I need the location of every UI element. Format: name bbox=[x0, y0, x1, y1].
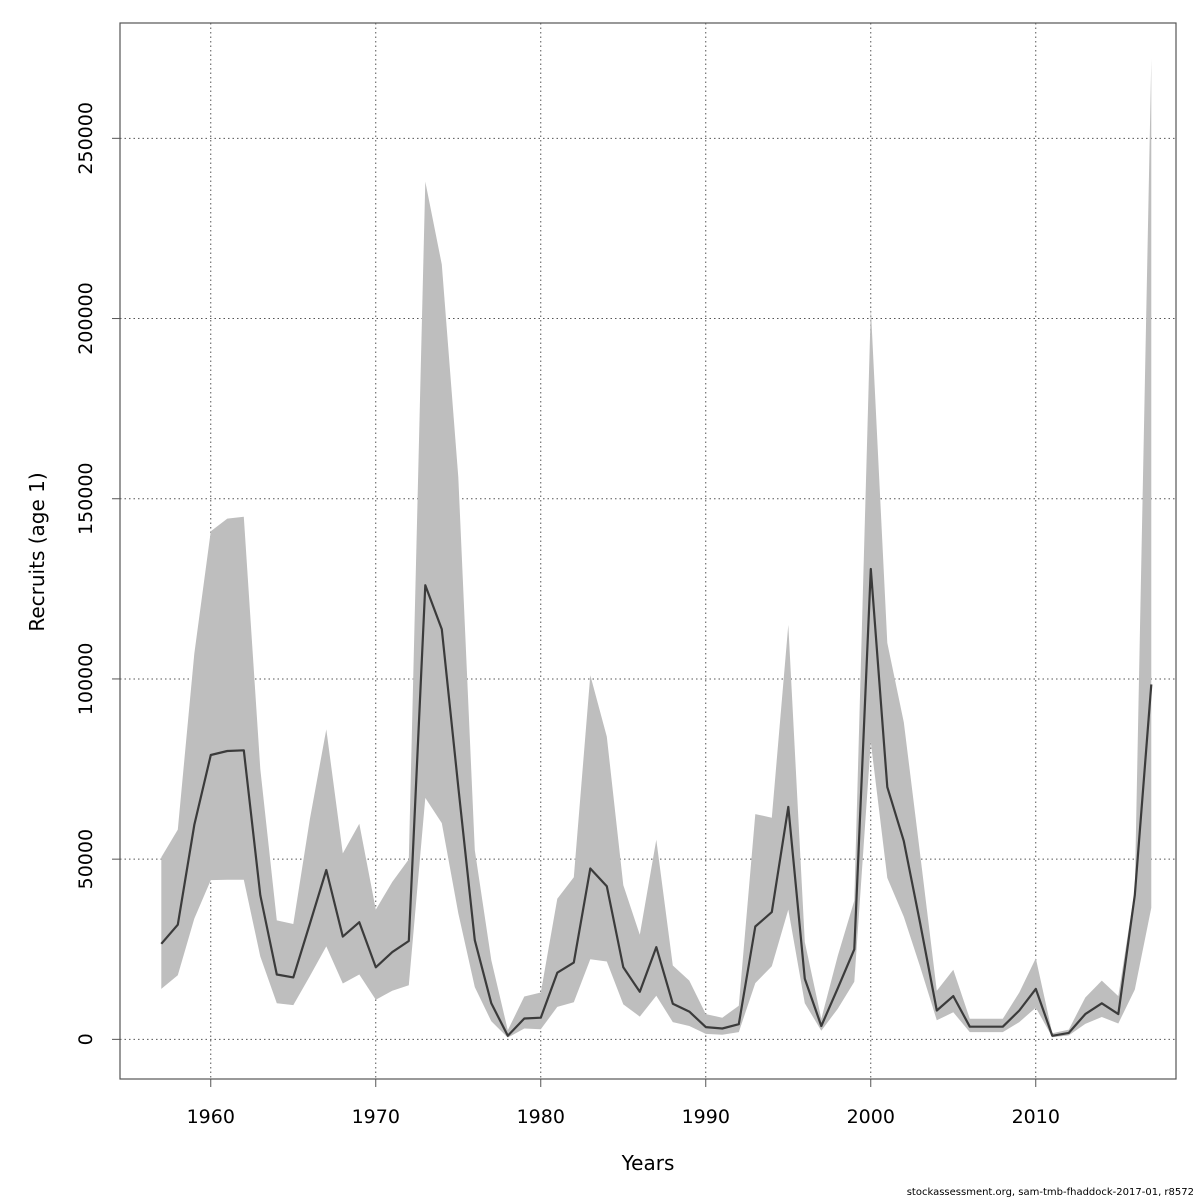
y-tick-label: 0 bbox=[75, 1033, 97, 1045]
x-tick-label: 1960 bbox=[187, 1106, 235, 1128]
x-tick-label: 2000 bbox=[847, 1106, 895, 1128]
source-credit: stockassessment.org, sam-tmb-fhaddock-20… bbox=[906, 1187, 1194, 1198]
y-tick-label: 250000 bbox=[75, 102, 97, 175]
confidence-band bbox=[161, 59, 1152, 1038]
x-axis-title: Years bbox=[621, 1151, 675, 1175]
x-axis: 1960 1970 1980 1990 2000 2010 bbox=[187, 1079, 1060, 1128]
y-tick-label: 150000 bbox=[75, 462, 97, 535]
x-tick-label: 1990 bbox=[682, 1106, 730, 1128]
y-tick-label: 100000 bbox=[75, 643, 97, 716]
y-axis-title: Recruits (age 1) bbox=[25, 472, 49, 631]
x-tick-label: 1970 bbox=[352, 1106, 400, 1128]
x-tick-label: 2010 bbox=[1012, 1106, 1060, 1128]
y-tick-label: 200000 bbox=[75, 282, 97, 355]
estimate-line bbox=[160, 567, 1153, 1037]
plot-frame bbox=[119, 22, 1177, 1080]
x-tick-label: 1980 bbox=[517, 1106, 565, 1128]
y-axis: 0 50000 100000 150000 200000 250000 bbox=[75, 102, 120, 1045]
y-tick-label: 50000 bbox=[75, 829, 97, 889]
